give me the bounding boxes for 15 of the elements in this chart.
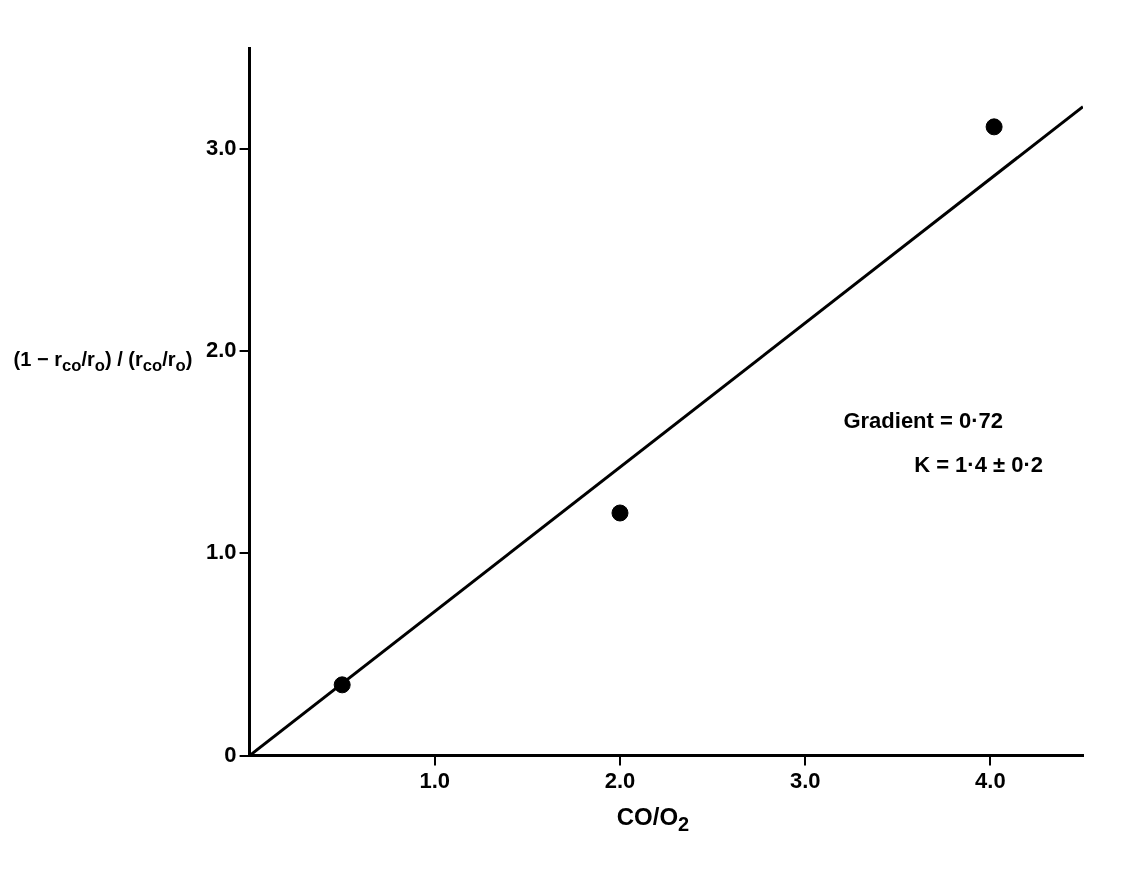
y-tick-label: 2.0 [205,337,237,363]
text: (1 − r$_{co}$/r$_{o}$) / (r$_{co}$/r$_{o}$) [13,348,193,375]
point [333,676,351,694]
point [611,504,629,522]
annotation: K = 1·4 ± 0·2 [914,452,1043,477]
y-tick-label: 3.0 [205,135,237,161]
point [985,118,1003,136]
x-tick-label: 4.0 [975,767,1006,793]
x-axis-title: CO/O$_{2}$ [615,803,691,836]
y-tick-label: 0 [224,741,237,767]
y-tick-label: 1.0 [205,539,237,565]
x-tick-label: 2.0 [604,767,636,793]
x-tick-label: 1.0 [419,767,451,793]
x-tick-label: 3.0 [789,767,821,793]
annotation: Gradient = 0·72 [843,408,1003,433]
